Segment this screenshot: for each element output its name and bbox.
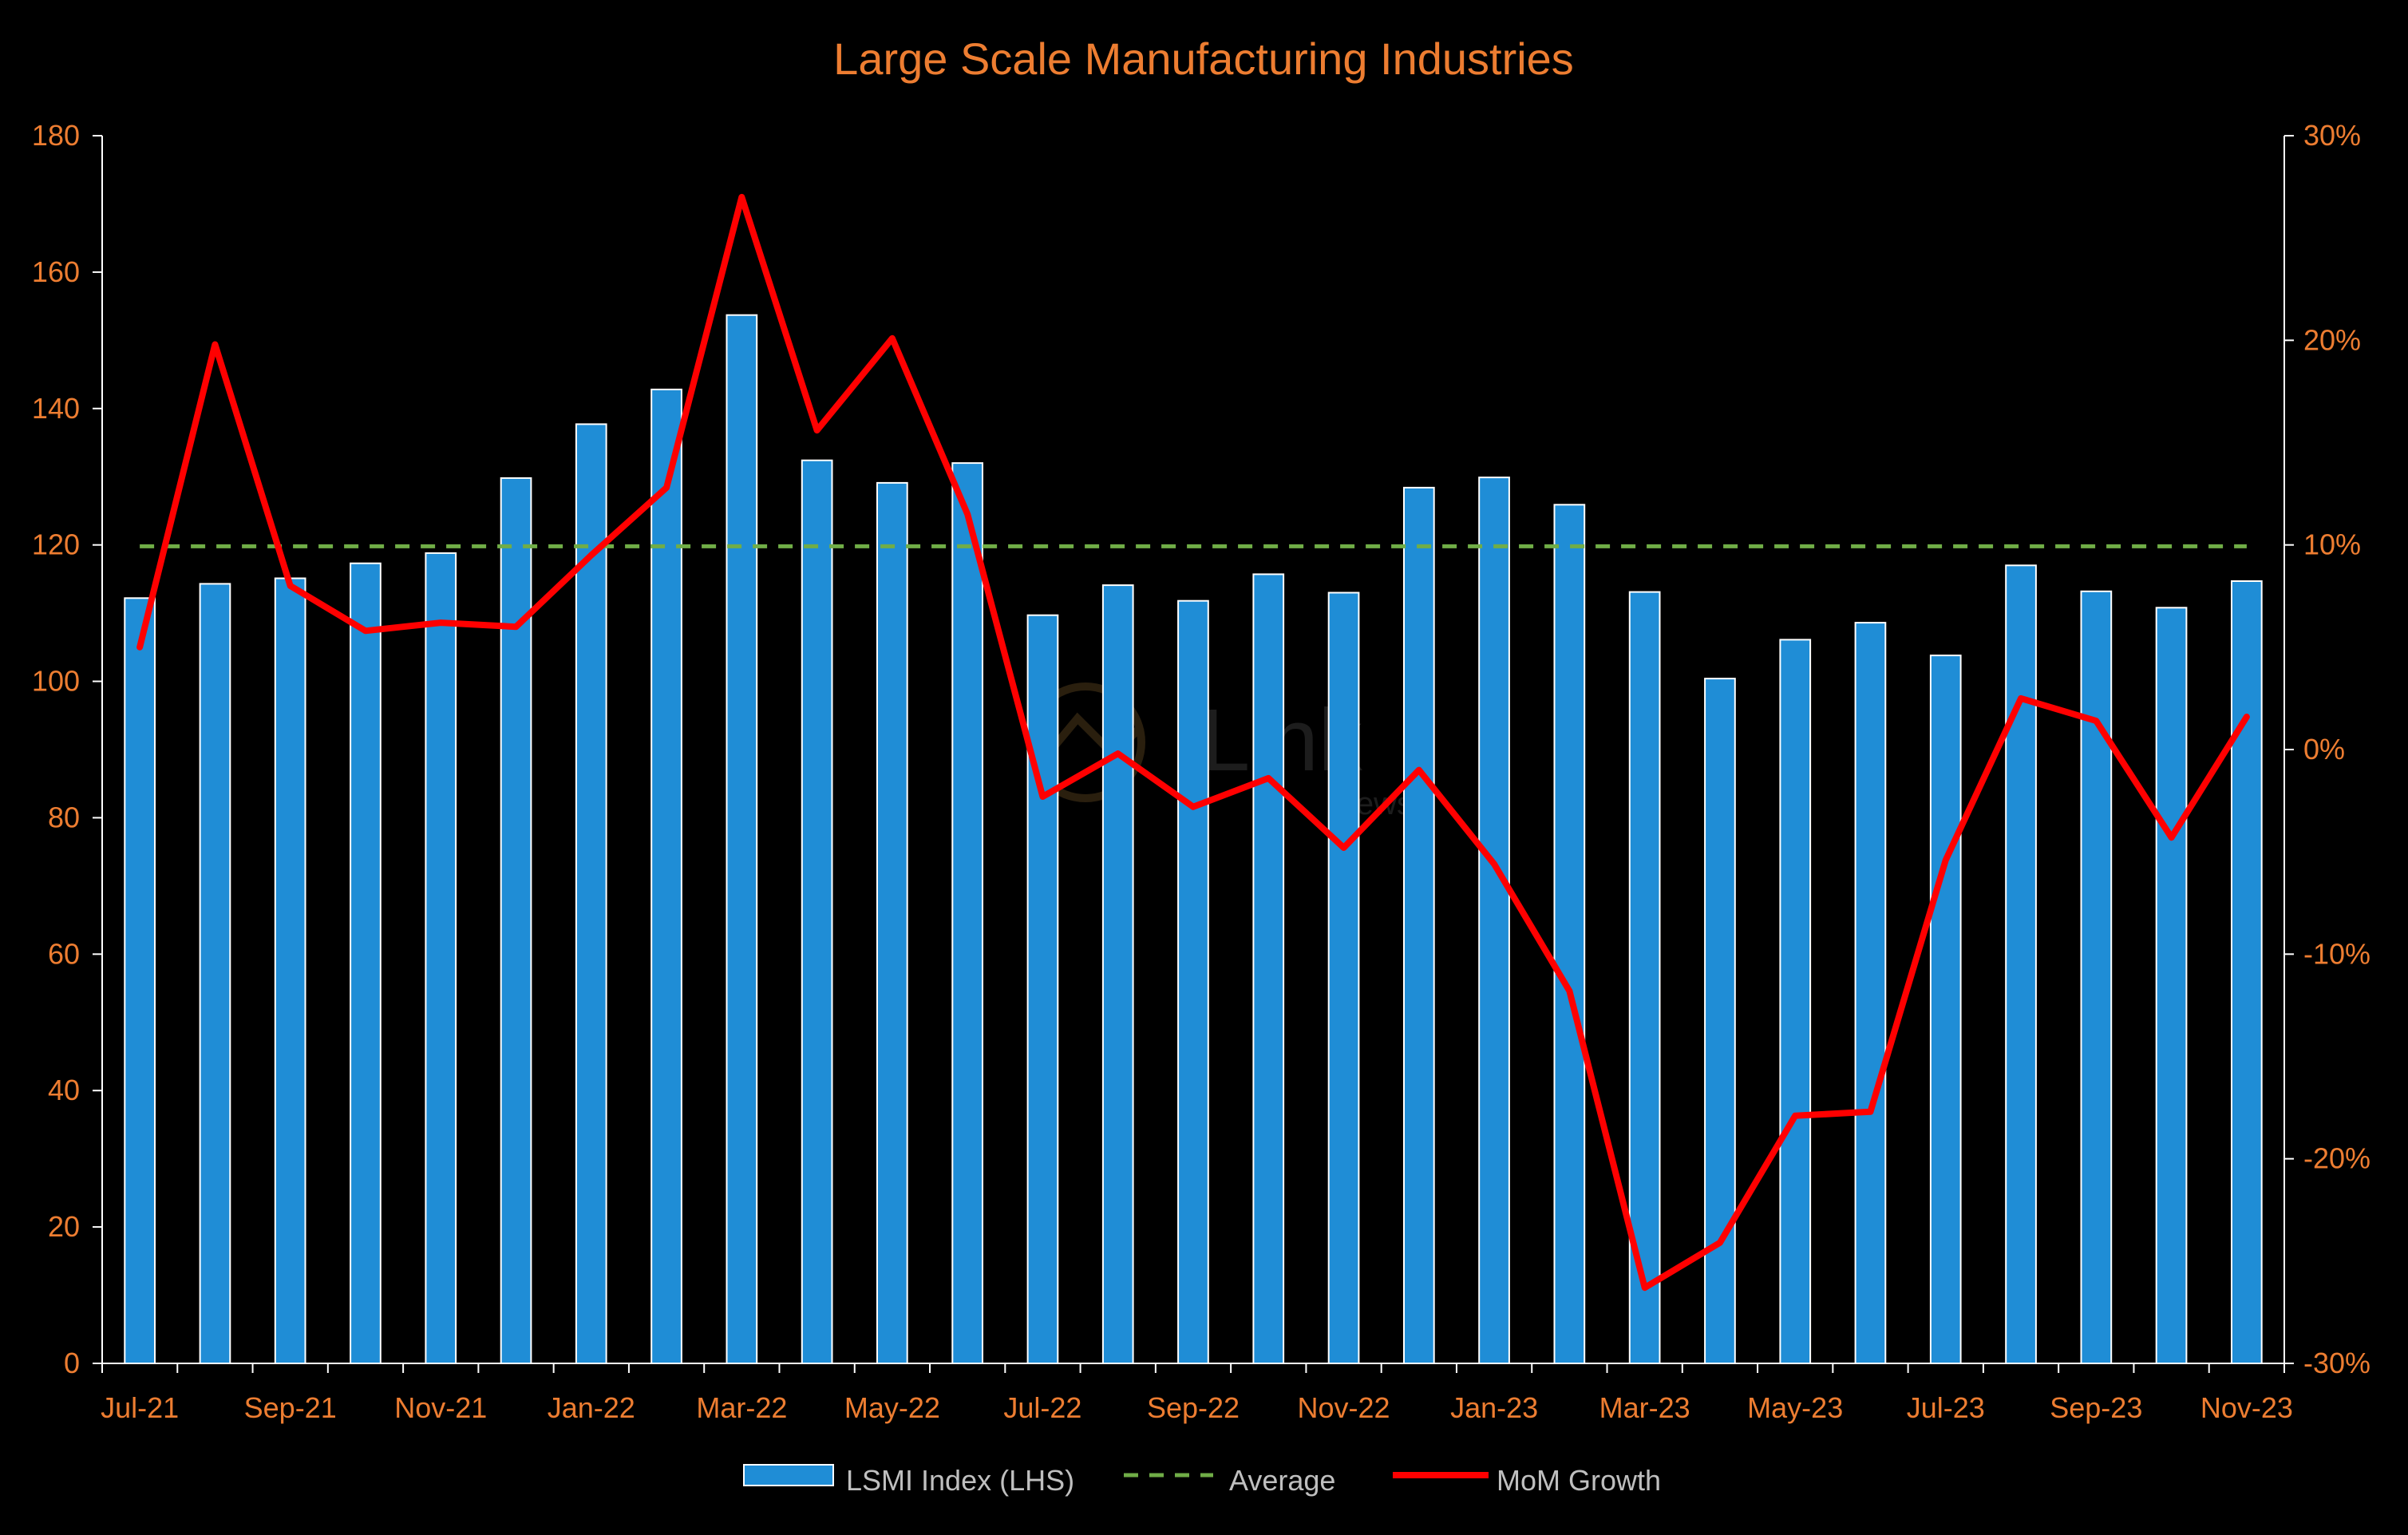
x-tick-label: Jan-23	[1450, 1391, 1538, 1424]
right-tick-label: 0%	[2303, 733, 2345, 766]
bar-Aug-21	[199, 583, 231, 1364]
x-tick-label: Jul-23	[1907, 1391, 1985, 1424]
right-tick-label: 30%	[2303, 119, 2361, 152]
left-tick-label: 0	[64, 1347, 80, 1379]
right-tick-label: -30%	[2303, 1347, 2370, 1379]
axes-layer: 0 20 40 60 80 100 120 140 160 180 -30% -20% -10% 0% 10…	[32, 119, 2370, 1424]
bar-Nov-21	[425, 552, 457, 1364]
bar-May-22	[876, 481, 908, 1364]
bar-Aug-22	[1101, 584, 1134, 1364]
bar-Sep-21	[274, 577, 306, 1364]
left-tick-label: 40	[48, 1074, 80, 1106]
x-tick-label: Sep-21	[244, 1391, 337, 1424]
left-tick-label: 180	[32, 119, 80, 152]
chart-title: Large Scale Manufacturing Industries	[833, 34, 1574, 84]
x-tick-label: Nov-22	[1298, 1391, 1390, 1424]
bar-May-23	[1779, 639, 1812, 1364]
legend-bar-swatch	[743, 1464, 834, 1486]
x-tick-label: Jul-21	[101, 1391, 179, 1424]
x-tick-label: Sep-23	[2050, 1391, 2142, 1424]
legend-label-growth: MoM Growth	[1497, 1464, 1661, 1497]
bar-Oct-22	[1252, 573, 1285, 1364]
bar-Jun-23	[1854, 622, 1887, 1364]
bar-Jul-23	[1929, 655, 1962, 1364]
bar-Apr-23	[1704, 678, 1736, 1364]
x-tick-label: May-23	[1747, 1391, 1843, 1424]
bar-Mar-23	[1628, 591, 1661, 1364]
bar-Jul-22	[1026, 614, 1059, 1364]
bar-Jul-21	[124, 597, 156, 1364]
bar-Mar-22	[726, 314, 758, 1365]
x-tick-label: Sep-22	[1147, 1391, 1240, 1424]
left-tick-label: 60	[48, 937, 80, 970]
right-tick-label: 10%	[2303, 528, 2361, 561]
bar-Feb-22	[650, 388, 682, 1364]
x-tick-label: Jan-22	[548, 1391, 635, 1424]
bar-Apr-22	[801, 459, 833, 1365]
x-tick-label: Nov-21	[394, 1391, 487, 1424]
left-tick-label: 20	[48, 1210, 80, 1243]
bar-Dec-22	[1403, 486, 1435, 1364]
right-tick-label: 20%	[2303, 323, 2361, 356]
left-tick-label: 80	[48, 801, 80, 833]
right-tick-label: -20%	[2303, 1142, 2370, 1175]
left-tick-label: 140	[32, 392, 80, 425]
bars-layer	[124, 314, 2263, 1365]
x-tick-label: Mar-23	[1599, 1391, 1690, 1424]
right-tick-label: -10%	[2303, 937, 2370, 970]
legend-label-average: Average	[1229, 1464, 1335, 1497]
x-tick-label: Nov-23	[2200, 1391, 2293, 1424]
left-tick-label: 100	[32, 665, 80, 698]
left-tick-label: 160	[32, 255, 80, 288]
x-tick-label: Mar-22	[696, 1391, 787, 1424]
bar-Sep-23	[2080, 590, 2113, 1364]
mom-growth-line	[136, 193, 2250, 1292]
legend-label-lsmi: LSMI Index (LHS)	[846, 1464, 1074, 1497]
bar-Feb-23	[1553, 504, 1586, 1364]
legend: LSMI Index (LHS) Average MoM Growth	[743, 1464, 1661, 1497]
bar-Nov-23	[2231, 580, 2263, 1364]
x-tick-label: Jul-22	[1003, 1391, 1081, 1424]
bar-Jun-22	[951, 462, 984, 1364]
bar-Dec-21	[500, 477, 532, 1364]
bar-Aug-23	[2005, 564, 2037, 1364]
bar-Sep-22	[1177, 599, 1209, 1364]
x-tick-label: May-22	[844, 1391, 940, 1424]
left-tick-label: 120	[32, 528, 80, 561]
growth-line-layer	[136, 193, 2250, 1292]
bar-Nov-22	[1327, 591, 1360, 1364]
bar-Oct-23	[2155, 607, 2188, 1364]
bar-Oct-21	[350, 562, 382, 1364]
bar-Jan-23	[1478, 477, 1510, 1364]
